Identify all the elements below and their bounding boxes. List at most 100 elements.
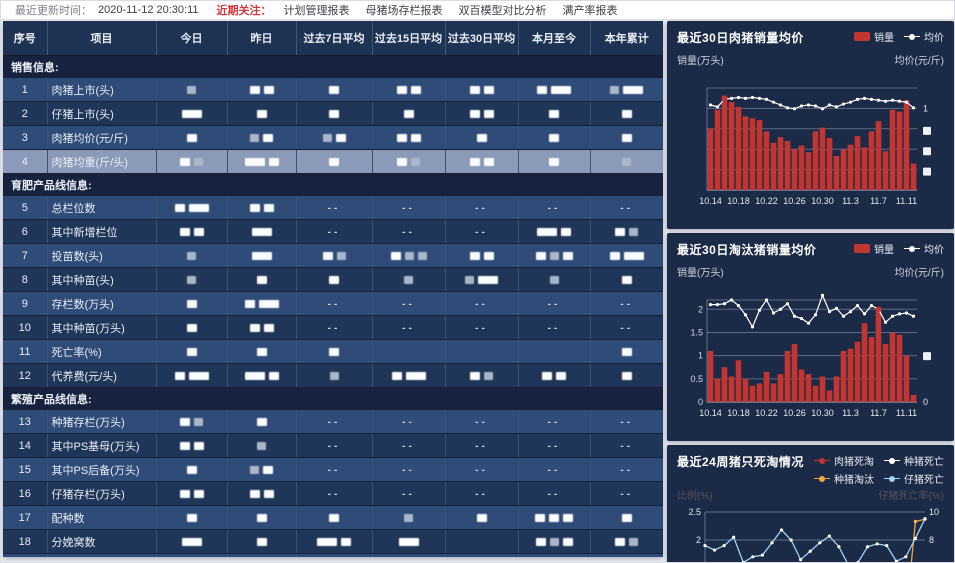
row-cell <box>589 101 663 126</box>
redacted-value <box>187 275 196 284</box>
table-row[interactable]: 14 其中PS基母(万头) -- -- -- -- -- <box>3 433 663 458</box>
row-cell: -- <box>444 457 518 482</box>
redacted-value <box>397 157 407 166</box>
line-series-icon <box>814 456 830 465</box>
report-link[interactable]: 计划管理报表 <box>283 5 350 17</box>
redacted-value <box>563 513 573 522</box>
legend-item[interactable]: 均价 <box>904 29 944 44</box>
table-row[interactable]: 6 其中新增栏位 -- -- -- <box>3 219 663 244</box>
table-row[interactable]: 8 其中种苗(头) <box>3 267 663 292</box>
legend-item[interactable]: 销量 <box>854 241 894 256</box>
redacted-value <box>186 347 197 356</box>
table-row[interactable]: 12 代养费(元/头) <box>3 363 663 388</box>
row-cell <box>517 529 590 554</box>
table-row[interactable]: 7 投苗数(头) <box>3 243 663 268</box>
row-cell <box>295 77 372 102</box>
redacted-value <box>405 371 426 380</box>
redacted-value <box>621 109 632 118</box>
redacted-value <box>549 133 559 142</box>
table-row[interactable]: 15 其中PS后备(万头) -- -- -- -- -- <box>3 457 663 482</box>
redacted-value <box>549 157 559 166</box>
redacted-value <box>181 537 202 546</box>
table-row[interactable]: 1 肉猪上市(头) <box>3 77 663 102</box>
row-cell: -- <box>589 433 663 458</box>
table-row[interactable]: 5 总栏位数 -- -- -- -- -- <box>3 195 663 220</box>
empty-value: -- <box>327 226 341 238</box>
redacted-value <box>268 157 279 166</box>
empty-value: -- <box>620 298 634 310</box>
empty-value: -- <box>620 488 634 500</box>
redacted-value <box>180 157 190 166</box>
y-axis-right-label: 仔猪死亡率(%) <box>878 491 944 502</box>
report-link[interactable]: 双百模型对比分析 <box>458 5 547 17</box>
legend-item[interactable]: 种猪淘汰 <box>814 471 874 486</box>
section-header-row: 育肥产品线信息: <box>3 173 663 196</box>
redacted-value <box>629 227 639 236</box>
row-cell <box>444 363 518 388</box>
table-row[interactable]: 10 其中种苗(万头) -- -- -- -- -- <box>3 315 663 340</box>
table-row[interactable]: 9 存栏数(万头) -- -- -- -- -- <box>3 291 663 316</box>
row-cell <box>155 125 227 150</box>
redacted-value <box>621 347 632 356</box>
redacted-value <box>621 133 632 142</box>
redacted-value <box>263 489 274 498</box>
row-cell: -- <box>444 481 518 506</box>
redacted-value <box>336 251 346 260</box>
redacted-value <box>188 371 209 380</box>
update-time-label: 最近更新时间： <box>15 5 92 17</box>
row-cell <box>155 409 227 434</box>
column-header: 序号 <box>3 21 47 56</box>
redacted-value <box>179 489 190 498</box>
row-index: 18 <box>3 529 47 554</box>
row-cell <box>444 339 518 364</box>
table-row[interactable]: 3 肉猪均价(元/斤) <box>3 125 663 150</box>
table-row[interactable]: 18 分娩窝数 <box>3 529 663 554</box>
legend-item[interactable]: 销量 <box>854 29 894 44</box>
legend-item[interactable]: 种猪死亡 <box>884 453 944 468</box>
redacted-value <box>483 157 494 166</box>
row-cell: -- <box>517 291 590 316</box>
redacted-value <box>478 275 498 284</box>
table-row[interactable]: 4 肉猪均重(斤/头) <box>3 149 663 174</box>
legend-item[interactable]: 仔猪死亡 <box>884 471 944 486</box>
row-cell <box>155 553 227 557</box>
row-cell <box>155 267 227 292</box>
row-cell <box>155 243 227 268</box>
row-index: 16 <box>3 481 47 506</box>
table-row[interactable]: 19窝均活仔(头/窝) <box>3 553 663 557</box>
redacted-value <box>249 489 260 498</box>
row-cell <box>517 553 590 557</box>
redacted-value <box>263 203 274 212</box>
kpi-table-panel: 序号 项目 今日 昨日 过去7日平均 过去15日平均 过去30日平均 本月至今 本年累计 销售信息… <box>3 21 663 557</box>
y-axis-left-label: 销量(万头) <box>677 56 724 67</box>
row-cell <box>295 529 372 554</box>
row-cell: -- <box>589 457 663 482</box>
legend-item[interactable]: 肉猪死淘 <box>814 453 874 468</box>
empty-value: -- <box>475 322 488 334</box>
row-cell <box>226 267 296 292</box>
svg-text:10.22: 10.22 <box>755 196 778 206</box>
row-cell <box>155 457 227 482</box>
redacted-value <box>256 109 267 118</box>
column-header: 今日 <box>155 21 227 56</box>
svg-text:11.3: 11.3 <box>842 408 859 418</box>
row-cell <box>295 267 372 292</box>
row-cell <box>155 529 227 554</box>
table-row[interactable]: 2 仔猪上市(头) <box>3 101 663 126</box>
report-link[interactable]: 母猪场存栏报表 <box>365 5 443 17</box>
empty-value: -- <box>620 440 634 452</box>
row-label: 代养费(元/头) <box>46 363 156 388</box>
table-row[interactable]: 11 死亡率(%) <box>3 339 663 364</box>
report-link[interactable]: 满产率报表 <box>562 5 618 17</box>
empty-value: -- <box>547 464 561 476</box>
redacted-value <box>256 513 267 522</box>
section-header-row: 繁殖产品线信息: <box>3 387 663 410</box>
row-index: 13 <box>3 409 47 434</box>
table-row[interactable]: 17 配种数 <box>3 505 663 530</box>
section-header-row: 销售信息: <box>3 55 663 78</box>
legend-item[interactable]: 均价 <box>904 241 944 256</box>
empty-value: -- <box>327 440 341 452</box>
redacted-value <box>549 537 559 546</box>
table-row[interactable]: 16 仔猪存栏(万头) -- -- -- -- -- <box>3 481 663 506</box>
table-row[interactable]: 13 种猪存栏(万头) -- -- -- -- -- <box>3 409 663 434</box>
